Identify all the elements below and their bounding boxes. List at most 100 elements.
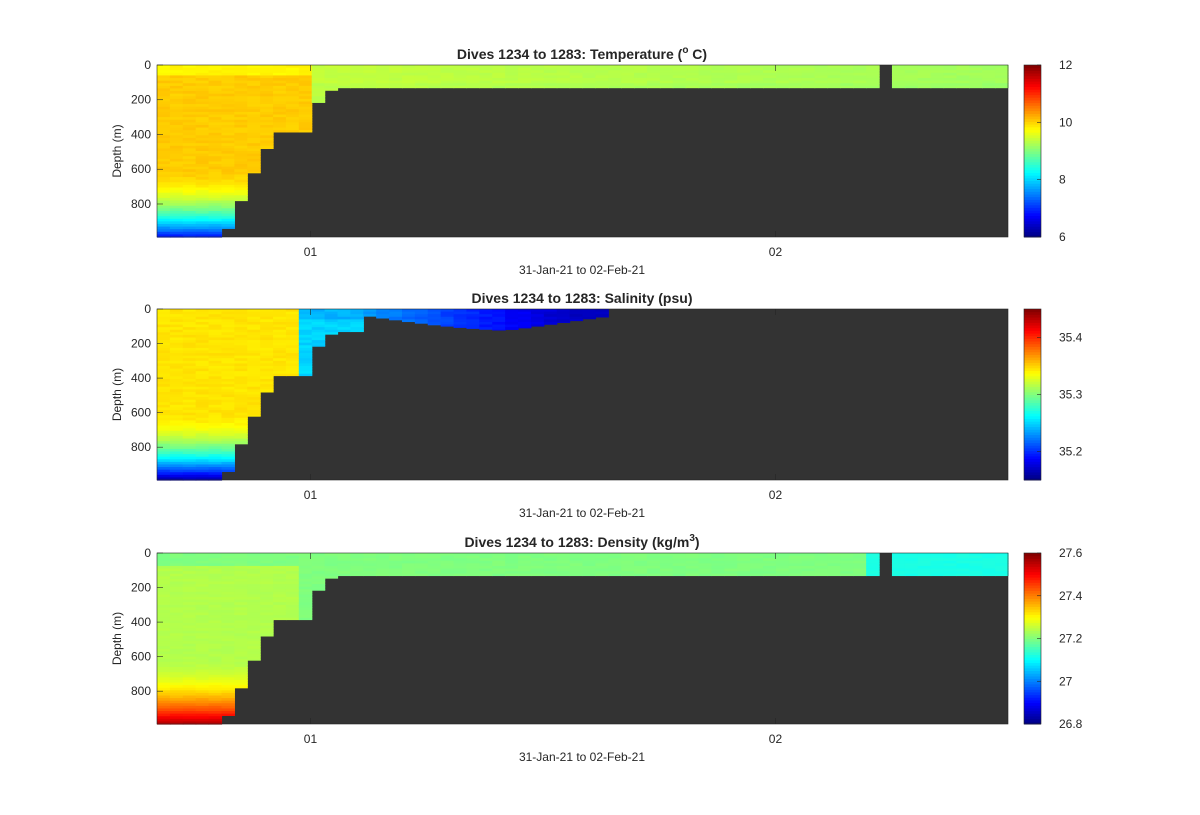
density-cell	[234, 643, 248, 647]
density-cell	[440, 555, 455, 559]
density-cell	[324, 558, 339, 562]
density-cell	[169, 597, 184, 601]
temperature-cell	[221, 161, 235, 165]
density-cell	[273, 578, 287, 583]
salinity-colorbar-step	[1024, 429, 1041, 433]
temperature-cell	[659, 83, 674, 87]
density-cell	[195, 565, 210, 570]
temperature-cell	[337, 65, 352, 69]
density-cell	[646, 555, 661, 559]
density-cell	[956, 560, 970, 564]
density-cell	[157, 703, 171, 707]
temperature-cell	[234, 117, 248, 121]
salinity-cell	[169, 381, 184, 385]
density-cell	[195, 584, 210, 588]
density-cell	[891, 553, 906, 557]
density-cell	[763, 555, 777, 559]
density-cell	[840, 565, 854, 570]
density-cell	[363, 571, 377, 575]
temperature-cell	[376, 70, 390, 74]
salinity-cell	[273, 355, 287, 359]
temperature-cell	[917, 80, 932, 84]
density-cell	[376, 565, 390, 570]
density-colorbar-step	[1024, 643, 1041, 648]
temperature-cell	[169, 223, 184, 228]
density-cell	[208, 604, 223, 609]
density-cell	[440, 563, 455, 567]
density-cell	[659, 573, 674, 577]
salinity-cell	[376, 314, 390, 318]
temperature-cell	[169, 132, 184, 136]
temperature-cell	[363, 70, 377, 74]
salinity-cell	[208, 404, 223, 409]
salinity-cell	[195, 389, 210, 393]
density-colorbar-step	[1024, 614, 1041, 618]
salinity-cell	[169, 415, 184, 419]
salinity-cell	[350, 316, 364, 320]
temperature-cell	[208, 124, 223, 129]
salinity-cell	[285, 347, 300, 352]
salinity-cell	[221, 428, 235, 432]
density-cell	[775, 558, 790, 562]
density-cell	[157, 581, 171, 585]
density-cell	[260, 576, 274, 580]
temperature-cell	[453, 83, 468, 87]
temperature-cell	[260, 106, 274, 110]
salinity-cell	[324, 311, 339, 315]
density-cell	[221, 578, 235, 583]
temperature-cell	[247, 166, 261, 170]
temperature-cell	[827, 67, 841, 71]
density-cell	[195, 615, 210, 619]
temperature-cell	[401, 65, 416, 69]
density-cell	[195, 718, 210, 723]
density-cell	[234, 654, 248, 658]
density-cell	[569, 568, 584, 572]
temperature-colorbar-tick-label: 8	[1059, 173, 1066, 187]
temperature-cell	[724, 75, 738, 79]
density-cell	[376, 568, 390, 572]
salinity-cell	[169, 423, 184, 427]
temperature-cell	[195, 153, 210, 157]
density-cell	[247, 594, 261, 598]
temperature-cell	[376, 72, 390, 77]
temperature-cell	[285, 98, 300, 103]
salinity-cell	[298, 340, 313, 344]
temperature-colorbar-step	[1024, 99, 1041, 104]
density-cell	[479, 571, 493, 575]
salinity-cell	[169, 378, 184, 383]
density-cell	[969, 563, 983, 567]
temperature-cell	[285, 78, 300, 82]
temperature-cell	[221, 218, 235, 222]
density-cell	[208, 721, 223, 725]
salinity-cell	[350, 324, 364, 328]
temperature-cell	[169, 216, 184, 220]
temperature-cell	[260, 65, 274, 69]
temperature-cell	[363, 72, 377, 77]
density-colorbar-step	[1024, 646, 1041, 650]
density-cell	[234, 651, 248, 655]
temperature-cell	[157, 78, 171, 82]
density-cell	[982, 563, 996, 567]
density-cell	[376, 563, 390, 567]
salinity-cell	[195, 451, 210, 455]
density-cell	[285, 568, 300, 572]
temperature-colorbar-step	[1024, 180, 1041, 184]
salinity-cell	[298, 360, 313, 365]
salinity-cell	[208, 324, 223, 328]
density-cell	[401, 558, 416, 562]
density-cell	[569, 558, 584, 562]
density-cell	[157, 571, 171, 575]
temperature-cell	[247, 171, 261, 174]
temperature-cell	[930, 83, 945, 87]
density-cell	[221, 654, 235, 658]
salinity-cell	[182, 433, 197, 437]
temperature-colorbar-step	[1024, 126, 1041, 130]
density-cell	[582, 553, 596, 557]
salinity-cell	[414, 314, 429, 318]
salinity-cell	[195, 410, 210, 414]
density-cell	[273, 568, 287, 572]
temperature-cell	[891, 78, 906, 82]
temperature-cell	[453, 67, 468, 71]
density-cell	[311, 573, 326, 577]
salinity-cell	[208, 368, 223, 372]
